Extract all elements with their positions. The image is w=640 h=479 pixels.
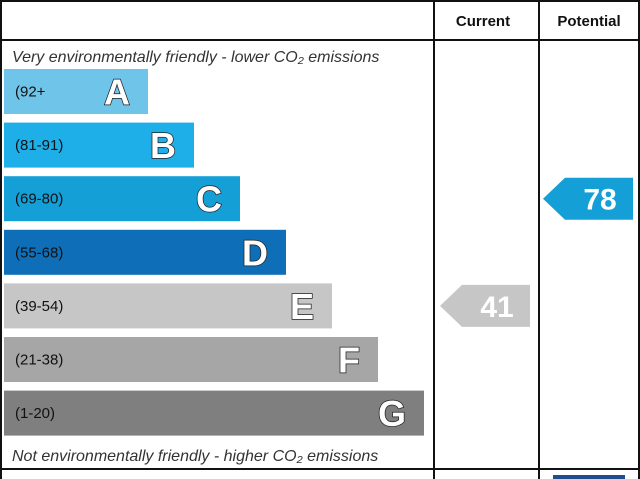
band-e: (39-54) E <box>4 283 332 329</box>
top-caption: Very environmentally friendly - lower CO… <box>12 49 379 66</box>
band-d: (55-68) D <box>4 229 286 275</box>
band-bar-c <box>4 176 240 222</box>
band-bar-a <box>4 69 148 114</box>
band-letter-c: C <box>196 179 222 220</box>
band-range-d: (55-68) <box>15 244 63 261</box>
band-bar-d <box>4 229 286 275</box>
band-letter-d: D <box>242 232 268 273</box>
band-bar-b <box>4 122 194 168</box>
current-rating-arrow <box>440 284 530 327</box>
band-letter-f: F <box>338 340 360 381</box>
band-range-f: (21-38) <box>15 352 63 369</box>
rating-markers: 41 78 <box>440 177 633 327</box>
band-f: (21-38) F <box>4 337 378 382</box>
rating-bands: (92+ A (81-91) B (69-80) C (55-68) D (39-54) E (21… <box>4 69 424 436</box>
potential-rating-arrow <box>543 177 633 220</box>
band-bar-e <box>4 283 332 329</box>
potential-rating-value: 78 <box>583 184 616 217</box>
band-letter-e: E <box>290 286 314 327</box>
band-letter-g: G <box>378 393 406 434</box>
band-c: (69-80) C <box>4 176 240 222</box>
current-rating-value: 41 <box>480 291 513 324</box>
band-range-a: (92+ <box>15 84 46 101</box>
band-a: (92+ A <box>4 69 148 114</box>
current-rating: 41 <box>440 284 530 327</box>
bottom-caption: Not environmentally friendly - higher CO… <box>12 448 378 465</box>
footer-accent <box>553 475 625 479</box>
band-range-e: (39-54) <box>15 298 63 315</box>
band-bar-g <box>4 390 424 436</box>
band-range-g: (1-20) <box>15 405 55 422</box>
band-bar-f <box>4 337 378 382</box>
band-letter-a: A <box>104 72 130 113</box>
potential-rating: 78 <box>543 177 633 220</box>
potential-column-header: Potential <box>557 13 620 30</box>
band-b: (81-91) B <box>4 122 194 168</box>
band-letter-b: B <box>150 125 176 166</box>
band-g: (1-20) G <box>4 390 424 436</box>
band-range-b: (81-91) <box>15 137 63 154</box>
current-column-header: Current <box>456 13 510 30</box>
band-range-c: (69-80) <box>15 191 63 208</box>
